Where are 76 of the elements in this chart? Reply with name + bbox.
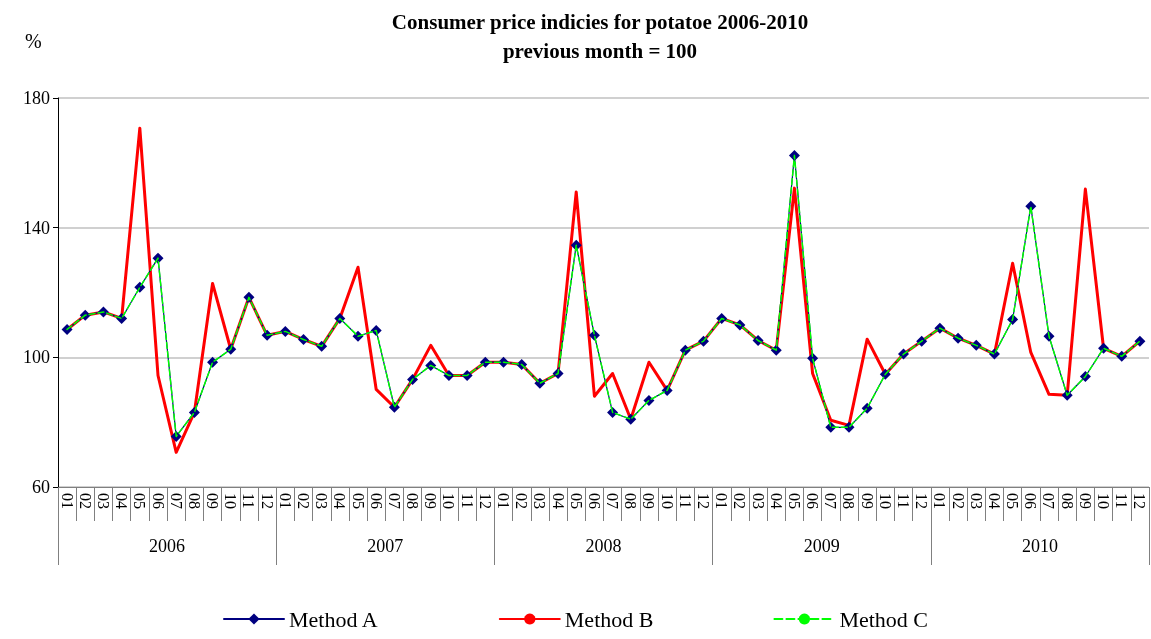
x-tick-label: 08 (185, 493, 203, 509)
x-tick-label: 07 (1040, 493, 1058, 509)
x-tick-label: 07 (822, 493, 840, 509)
text: 2007 (367, 536, 404, 556)
x-tick-label: 03 (531, 493, 549, 509)
x-tick-label: 07 (604, 493, 622, 509)
x-tick-label: 02 (76, 493, 94, 509)
x-tick-label: 03 (313, 493, 331, 509)
x-tick-label: 04 (549, 493, 567, 509)
x-tick-label: 10 (440, 493, 458, 509)
x-tick-label: 06 (149, 493, 167, 509)
x-tick-label: 03 (749, 493, 767, 509)
y-axis-title: % (25, 30, 42, 52)
legend-label: Method B (564, 606, 654, 632)
text: 2010 (1021, 536, 1058, 556)
x-tick-label: 02 (294, 493, 312, 509)
chart-title: Consumer price indicies for potatoe 2006-2010 (391, 9, 809, 34)
x-tick-label: 02 (949, 493, 967, 509)
x-tick-label: 06 (1022, 493, 1040, 509)
x-tick-label: 09 (640, 493, 658, 509)
x-tick-label: 07 (385, 493, 403, 509)
text: 2008 (585, 536, 622, 556)
legend-label: Method C (839, 606, 929, 632)
point (1134, 335, 1146, 347)
x-tick-label: 01 (713, 493, 731, 509)
x-tick-label: 04 (985, 493, 1003, 509)
x-tick-label: 12 (913, 493, 931, 509)
x-tick-label: 11 (895, 493, 913, 509)
text: 2006 (149, 536, 186, 556)
x-tick-label: 12 (258, 493, 276, 509)
x-tick-label: 09 (858, 493, 876, 509)
x-tick-label: 10 (876, 493, 894, 509)
x-tick-label: 10 (658, 493, 676, 509)
x-tick-label: 03 (967, 493, 985, 509)
x-tick-label: 05 (567, 493, 585, 509)
x-tick-label: 06 (367, 493, 385, 509)
x-tick-label: 11 (676, 493, 694, 509)
y-tick-label: 100 (23, 347, 50, 368)
y-tick-label: 60 (32, 477, 50, 497)
x-tick-label: 02 (513, 493, 531, 509)
text: 2009 (803, 536, 840, 556)
x-tick-label: 05 (785, 493, 803, 509)
x-tick-label: 01 (276, 493, 294, 509)
y-tick-label: 180 (23, 88, 50, 108)
x-tick-label: 01 (494, 493, 512, 509)
x-tick-label: 08 (840, 493, 858, 509)
x-tick-label: 08 (622, 493, 640, 509)
x-tick-label: 11 (458, 493, 476, 509)
x-tick-label: 01 (931, 493, 949, 509)
x-tick-label: 06 (804, 493, 822, 509)
x-tick-label: 10 (222, 493, 240, 509)
x-tick-label: 08 (1058, 493, 1076, 509)
x-tick-label: 05 (1004, 493, 1022, 509)
x-tick-label: 05 (131, 493, 149, 509)
x-tick-label: 12 (1131, 493, 1149, 509)
x-tick-label: 09 (204, 493, 222, 509)
x-tick-label: 02 (731, 493, 749, 509)
x-tick-label: 08 (404, 493, 422, 509)
x-tick-label: 10 (1095, 493, 1113, 509)
x-tick-label: 12 (476, 493, 494, 509)
x-tick-label: 05 (349, 493, 367, 509)
x-tick-label: 01 (58, 493, 76, 509)
x-tick-label: 04 (331, 493, 349, 509)
legend-label: Method A (288, 606, 378, 632)
x-tick-label: 09 (422, 493, 440, 509)
x-tick-label: 07 (167, 493, 185, 509)
x-tick-label: 04 (113, 493, 131, 509)
x-tick-label: 03 (94, 493, 112, 509)
x-tick-label: 04 (767, 493, 785, 509)
x-tick-label: 06 (585, 493, 603, 509)
x-tick-label: 11 (1113, 493, 1131, 509)
y-tick-label: 140 (23, 217, 50, 238)
chart-subtitle: previous month = 100 (502, 38, 698, 63)
x-tick-label: 12 (695, 493, 713, 509)
x-tick-label: 11 (240, 493, 258, 509)
x-tick-label: 09 (1076, 493, 1094, 509)
